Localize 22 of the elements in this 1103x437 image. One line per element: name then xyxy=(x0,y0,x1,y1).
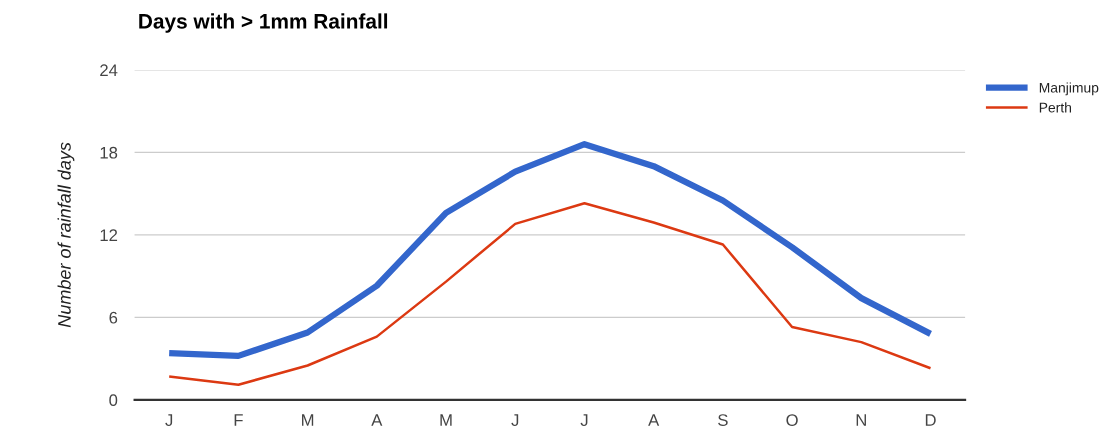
x-tick-label: N xyxy=(856,414,866,426)
x-tick-label: O xyxy=(786,414,798,426)
y-tick-label: 18 xyxy=(100,146,118,159)
chart-title: Days with > 1mm Rainfall xyxy=(139,13,388,33)
x-tick-label: M xyxy=(302,414,314,426)
legend-label: Perth xyxy=(1039,102,1071,113)
x-tick-label: S xyxy=(718,414,728,426)
y-tick-label: 0 xyxy=(109,394,118,407)
y-tick-label: 24 xyxy=(100,64,118,76)
x-tick-label: A xyxy=(648,414,660,426)
x-tick-label: D xyxy=(925,414,936,426)
legend-label: Manjimup xyxy=(1039,82,1099,96)
y-axis-title: Number of rainfall days xyxy=(57,142,75,328)
line-series xyxy=(167,202,932,386)
x-tick-label: A xyxy=(371,414,383,426)
x-tick-label: M xyxy=(440,414,452,426)
y-tick-label: 6 xyxy=(109,311,118,324)
x-tick-label: J xyxy=(580,414,588,426)
x-tick-label: J xyxy=(511,414,519,426)
x-tick-label: F xyxy=(234,414,243,426)
x-tick-label: J xyxy=(165,414,173,426)
y-tick-label: 12 xyxy=(100,229,118,241)
